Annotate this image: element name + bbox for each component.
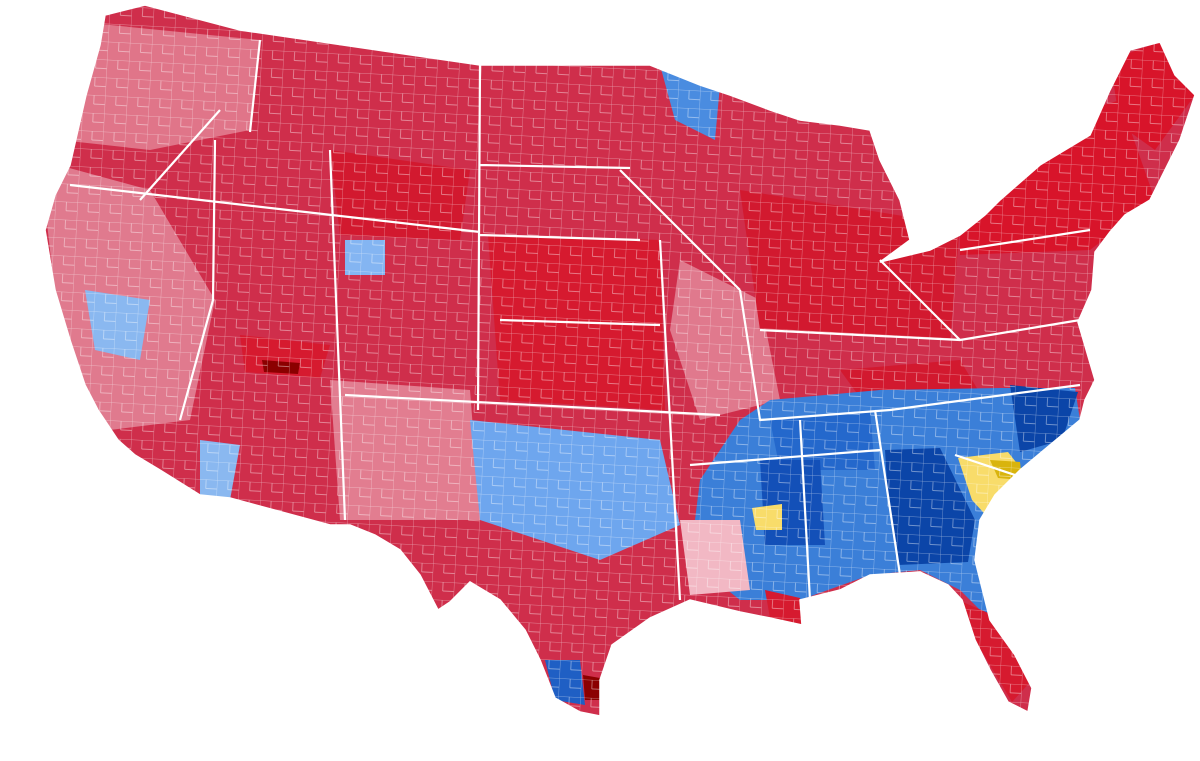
state-borders — [44, 4, 1196, 717]
border — [69, 39, 1091, 601]
